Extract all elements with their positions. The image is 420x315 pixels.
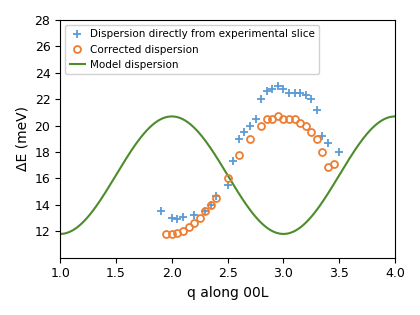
Dispersion directly from experimental slice	[203, 209, 208, 213]
Dispersion directly from experimental slice	[276, 84, 281, 88]
Corrected dispersion	[298, 121, 303, 125]
Dispersion directly from experimental slice	[247, 124, 252, 128]
Corrected dispersion	[247, 137, 252, 141]
Corrected dispersion	[264, 117, 269, 121]
Model dispersion	[169, 115, 174, 118]
Corrected dispersion	[292, 117, 297, 121]
Y-axis label: ΔE (meV): ΔE (meV)	[15, 106, 29, 171]
Corrected dispersion	[331, 162, 336, 166]
Dispersion directly from experimental slice	[264, 89, 269, 93]
Dispersion directly from experimental slice	[315, 108, 320, 112]
Model dispersion	[269, 229, 274, 233]
Dispersion directly from experimental slice	[225, 183, 230, 187]
Corrected dispersion	[315, 137, 320, 141]
Line: Model dispersion: Model dispersion	[60, 117, 395, 234]
Corrected dispersion	[286, 117, 291, 121]
Corrected dispersion	[175, 231, 180, 235]
Dispersion directly from experimental slice	[320, 134, 325, 138]
Model dispersion	[300, 224, 305, 227]
X-axis label: q along 00L: q along 00L	[187, 286, 268, 300]
Dispersion directly from experimental slice	[309, 97, 314, 101]
Dispersion directly from experimental slice	[298, 91, 303, 94]
Corrected dispersion	[169, 232, 174, 236]
Line: Corrected dispersion: Corrected dispersion	[163, 113, 337, 238]
Dispersion directly from experimental slice	[236, 137, 241, 141]
Corrected dispersion	[181, 229, 186, 233]
Dispersion directly from experimental slice	[158, 209, 163, 213]
Dispersion directly from experimental slice	[214, 194, 219, 198]
Corrected dispersion	[281, 117, 286, 121]
Dispersion directly from experimental slice	[181, 215, 186, 219]
Dispersion directly from experimental slice	[169, 216, 174, 220]
Legend: Dispersion directly from experimental slice, Corrected dispersion, Model dispers: Dispersion directly from experimental sl…	[66, 25, 319, 74]
Corrected dispersion	[164, 232, 169, 236]
Dispersion directly from experimental slice	[242, 130, 247, 134]
Dispersion directly from experimental slice	[281, 87, 286, 91]
Model dispersion	[167, 115, 172, 118]
Corrected dispersion	[186, 226, 191, 229]
Dispersion directly from experimental slice	[253, 117, 258, 121]
Model dispersion	[393, 115, 398, 118]
Dispersion directly from experimental slice	[192, 214, 197, 217]
Dispersion directly from experimental slice	[303, 93, 308, 97]
Corrected dispersion	[320, 150, 325, 154]
Dispersion directly from experimental slice	[208, 203, 213, 207]
Corrected dispersion	[225, 177, 230, 180]
Dispersion directly from experimental slice	[175, 218, 180, 221]
Corrected dispersion	[309, 130, 314, 134]
Corrected dispersion	[276, 115, 281, 118]
Line: Dispersion directly from experimental slice: Dispersion directly from experimental sl…	[157, 82, 344, 224]
Corrected dispersion	[214, 196, 219, 200]
Corrected dispersion	[236, 153, 241, 157]
Corrected dispersion	[197, 216, 202, 220]
Dispersion directly from experimental slice	[231, 159, 236, 163]
Corrected dispersion	[326, 165, 331, 169]
Dispersion directly from experimental slice	[286, 91, 291, 94]
Model dispersion	[98, 198, 103, 202]
Corrected dispersion	[270, 117, 275, 121]
Model dispersion	[58, 232, 63, 236]
Corrected dispersion	[303, 124, 308, 128]
Dispersion directly from experimental slice	[326, 141, 331, 145]
Model dispersion	[191, 125, 196, 129]
Corrected dispersion	[203, 209, 208, 213]
Dispersion directly from experimental slice	[292, 91, 297, 94]
Model dispersion	[302, 222, 307, 226]
Dispersion directly from experimental slice	[270, 87, 275, 91]
Dispersion directly from experimental slice	[337, 150, 342, 154]
Dispersion directly from experimental slice	[259, 97, 264, 101]
Corrected dispersion	[259, 124, 264, 128]
Corrected dispersion	[192, 221, 197, 225]
Corrected dispersion	[208, 203, 213, 207]
